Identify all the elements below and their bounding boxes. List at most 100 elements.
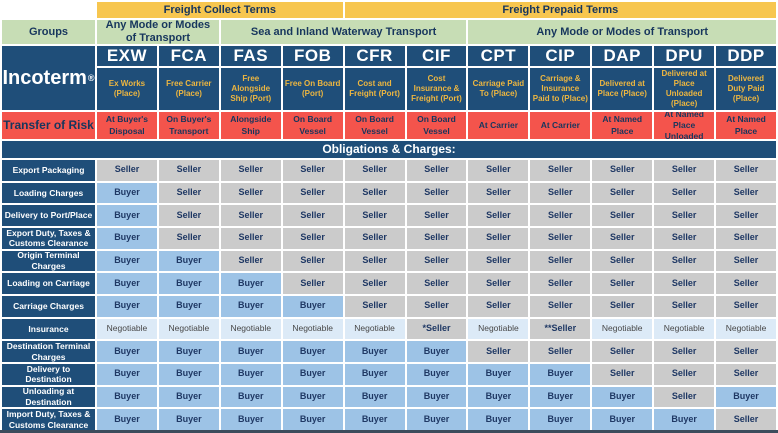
row-label: Delivery to Destination [2,363,95,385]
incoterm-description-fca: Free Carrier (Place) [158,68,219,110]
value-cell: Seller [592,182,653,204]
value-cell: Buyer [716,386,776,408]
incoterm-description-fob: Free On Board (Port) [282,68,343,110]
value-cell: Seller [654,250,715,272]
value-cell: Seller [344,160,405,181]
header-mode-any-right: Any Mode or Modes of Transport [468,20,776,44]
value-cell: Buyer [158,273,219,294]
row-label: Carriage Charges [2,295,95,317]
value-cell: Seller [468,182,529,204]
value-cell: Buyer [654,409,715,430]
risk-cell-dap: At Named Place [592,112,653,139]
value-cell: Seller [468,341,529,362]
value-cell: Seller [654,227,715,249]
value-cell: Buyer [282,409,343,430]
incoterm-code-cpt: CPT [468,46,529,66]
value-cell: Seller [716,295,776,317]
value-cell: Seller [530,341,591,362]
value-cell: Negotiable [468,318,529,340]
value-cell: Seller [716,250,776,272]
value-cell: Seller [716,409,776,430]
value-cell: Seller [654,160,715,181]
obligations-banner: Obligations & Charges: [2,141,776,158]
value-cell: Buyer [406,386,467,408]
value-cell: Buyer [406,341,467,362]
incoterm-code-dpu: DPU [654,46,715,66]
incoterm-code-dap: DAP [592,46,653,66]
incoterm-title-cell: Incoterm ® [2,46,95,110]
value-cell: Seller [716,227,776,249]
value-cell: Seller [716,363,776,385]
value-cell: Buyer [220,409,281,430]
value-cell: Seller [530,160,591,181]
value-cell: Seller [282,160,343,181]
value-cell: Seller [530,250,591,272]
value-cell: Seller [282,227,343,249]
value-cell: Seller [406,295,467,317]
value-cell: Seller [344,205,405,226]
value-cell: Buyer [344,341,405,362]
value-cell: Negotiable [220,318,281,340]
value-cell: Buyer [158,341,219,362]
value-cell: Buyer [406,409,467,430]
incoterm-description-exw: Ex Works (Place) [97,68,157,110]
value-cell: Seller [406,182,467,204]
value-cell: Negotiable [282,318,343,340]
incoterm-code-cif: CIF [406,46,467,66]
value-cell: Seller [592,160,653,181]
value-cell: Seller [592,227,653,249]
incoterm-code-cip: CIP [530,46,591,66]
value-cell: Buyer [530,409,591,430]
value-cell: Negotiable [654,318,715,340]
header-groups: Groups [2,20,95,44]
value-cell: Seller [530,227,591,249]
value-cell: Seller [716,341,776,362]
row-label: Import Duty, Taxes & Customs Clearance [2,409,95,430]
value-cell: Seller [654,341,715,362]
value-cell: Buyer [158,363,219,385]
incoterm-code-ddp: DDP [716,46,776,66]
incoterm-title-text: Incoterm [2,67,87,89]
value-cell: Seller [344,250,405,272]
row-label: Delivery to Port/Place [2,205,95,226]
value-cell: Seller [406,205,467,226]
value-cell: Seller [716,160,776,181]
value-cell: Buyer [282,363,343,385]
value-cell: Buyer [220,341,281,362]
incoterm-description-fas: Free Alongside Ship (Port) [220,68,281,110]
value-cell: Seller [220,160,281,181]
row-label: Insurance [2,318,95,340]
value-cell: Seller [282,182,343,204]
value-cell: Buyer [97,409,157,430]
incoterm-description-dpu: Delivered at Place Unloaded (Place) [654,68,715,110]
incoterm-code-fca: FCA [158,46,219,66]
value-cell: Negotiable [716,318,776,340]
value-cell: Buyer [97,205,157,226]
incoterm-description-dap: Delivered at Place (Place) [592,68,653,110]
value-cell: Seller [654,182,715,204]
value-cell: Negotiable [97,318,157,340]
value-cell: Seller [344,273,405,294]
value-cell: Buyer [158,295,219,317]
value-cell: Negotiable [158,318,219,340]
header-mode-any-left: Any Mode or Modes of Transport [97,20,219,44]
incoterm-description-cfr: Cost and Freight (Port) [344,68,405,110]
value-cell: Buyer [592,386,653,408]
incoterm-code-cfr: CFR [344,46,405,66]
value-cell: Seller [406,250,467,272]
risk-cell-ddp: At Named Place [716,112,776,139]
value-cell: Seller [158,205,219,226]
transfer-of-risk-label: Transfer of Risk [2,112,95,139]
value-cell: Seller [716,205,776,226]
registered-trademark-symbol: ® [87,72,95,83]
value-cell: Buyer [468,409,529,430]
risk-cell-fca: On Buyer's Transport [158,112,219,139]
row-label: Loading on Carriage [2,273,95,294]
value-cell: Seller [282,250,343,272]
value-cell: Seller [592,341,653,362]
value-cell: Seller [158,182,219,204]
value-cell: Buyer [97,273,157,294]
blank-corner-cell [2,2,95,18]
risk-cell-exw: At Buyer's Disposal [97,112,157,139]
